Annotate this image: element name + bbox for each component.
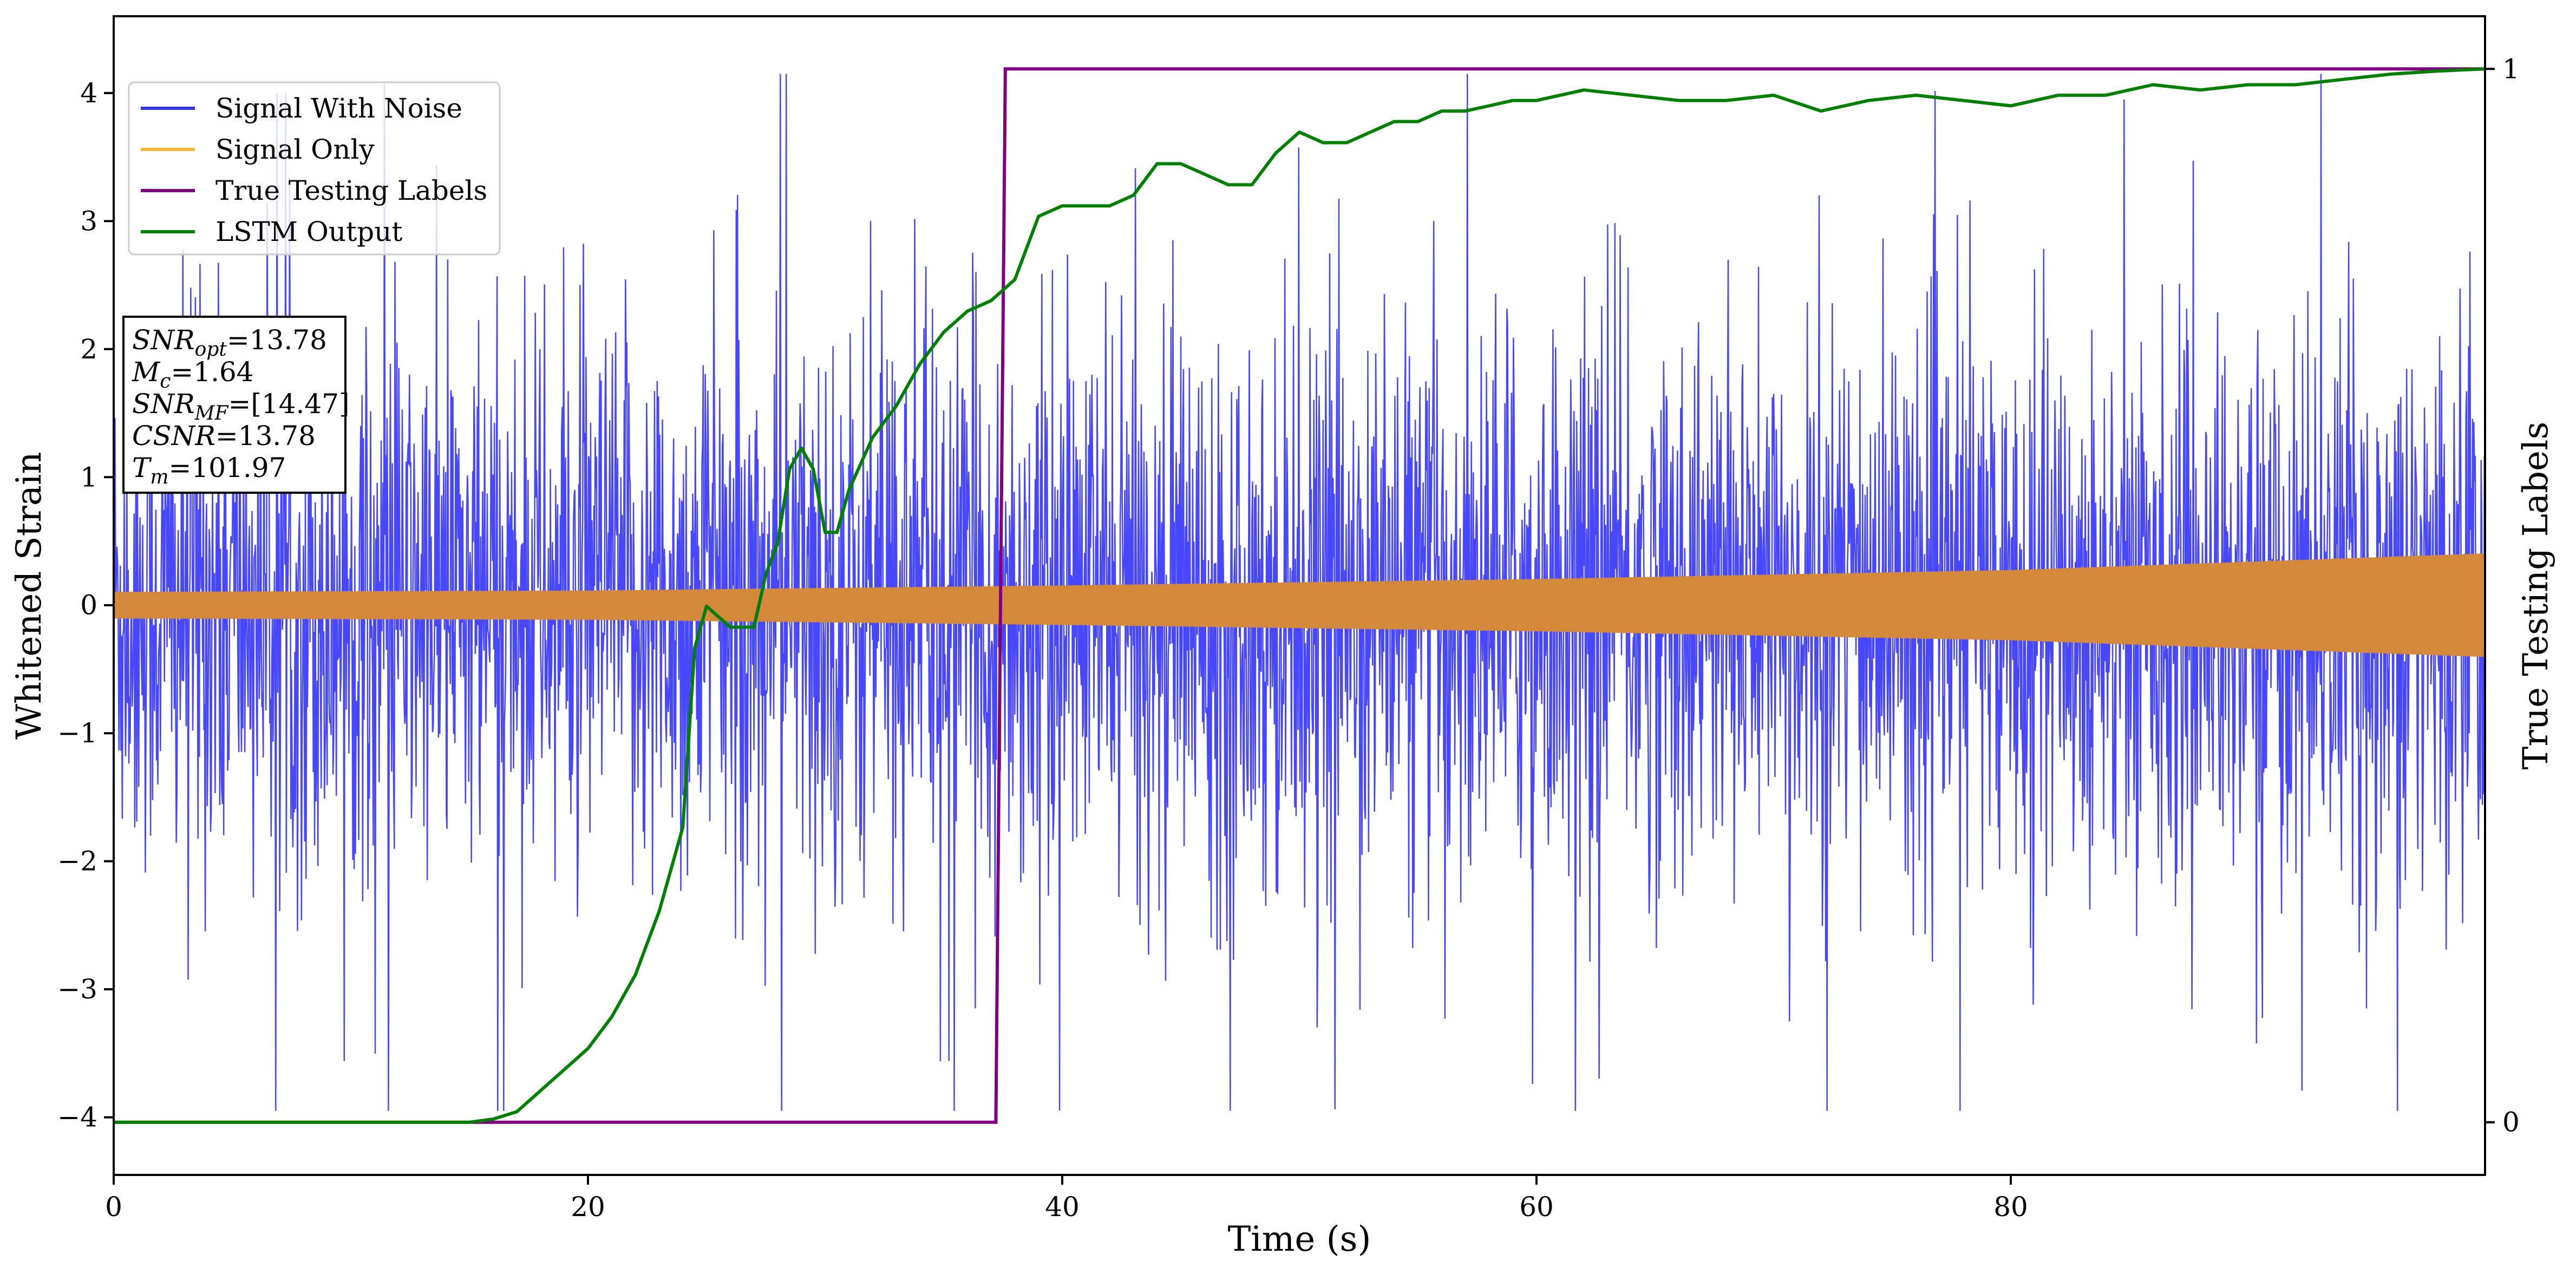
y-tick-label: −4 bbox=[57, 1102, 97, 1133]
legend-box bbox=[128, 81, 501, 256]
legend: Signal With Noise Signal Only True Testi… bbox=[128, 81, 501, 256]
legend-entry-true-testing-labels: True Testing Labels bbox=[141, 175, 487, 206]
info-var: SNR bbox=[132, 388, 195, 420]
x-tick-label: 60 bbox=[1519, 1191, 1554, 1223]
legend-label: Signal Only bbox=[215, 134, 375, 165]
info-subscript: c bbox=[160, 370, 171, 393]
info-var: SNR bbox=[132, 324, 195, 356]
info-lines: SNRopt=13.78Mc=1.64SNRMF=[14.47]CSNR=13.… bbox=[132, 324, 350, 488]
info-value: =13.78 bbox=[227, 324, 327, 356]
legend-label: True Testing Labels bbox=[215, 175, 487, 206]
x-axis-label: Time (s) bbox=[1228, 1219, 1371, 1259]
x-tick-label: 40 bbox=[1045, 1191, 1080, 1223]
info-subscript: MF bbox=[194, 402, 230, 424]
plot-clip-group bbox=[114, 67, 2485, 1124]
info-box-frame bbox=[122, 316, 346, 494]
y-tick-label: −2 bbox=[57, 846, 97, 877]
legend-label: Signal With Noise bbox=[215, 93, 462, 124]
legend-entry-signal-with-noise: Signal With Noise bbox=[141, 93, 462, 124]
info-subscript: m bbox=[150, 466, 168, 488]
series-true-testing-labels bbox=[114, 67, 2485, 1124]
info-line: SNRopt=13.78 bbox=[132, 324, 327, 361]
info-value: =13.78 bbox=[215, 420, 316, 452]
legend-entry-lstm-output: LSTM Output bbox=[141, 216, 402, 247]
legend-label: LSTM Output bbox=[215, 216, 402, 247]
info-subscript: opt bbox=[195, 338, 227, 361]
info-value: =101.97 bbox=[169, 452, 286, 484]
x-tick-label: 80 bbox=[1993, 1191, 2028, 1223]
y-tick-label: 0 bbox=[80, 590, 97, 621]
y-axis-label: Whitened Strain bbox=[9, 452, 49, 739]
y-tick-label: −1 bbox=[57, 717, 97, 749]
series-lstm-output bbox=[114, 67, 2485, 1124]
info-line: SNRMF=[14.47] bbox=[132, 388, 350, 424]
info-var: CSNR bbox=[132, 420, 215, 452]
y2-axis-label: True Testing Labels bbox=[2516, 422, 2556, 770]
legend-entry-signal-only: Signal Only bbox=[141, 134, 375, 165]
info-value: =1.64 bbox=[171, 356, 253, 388]
y-tick-label: 2 bbox=[80, 334, 97, 365]
info-value: =[14.47] bbox=[228, 388, 350, 420]
info-annotation-box: SNRopt=13.78Mc=1.64SNRMF=[14.47]CSNR=13.… bbox=[122, 316, 350, 494]
y-tick-label: −3 bbox=[57, 974, 97, 1005]
info-var: T bbox=[132, 452, 152, 484]
y-tick-label: 1 bbox=[80, 461, 97, 493]
info-var: M bbox=[132, 356, 161, 388]
axes-frame bbox=[113, 15, 2486, 1176]
plot-area bbox=[114, 67, 2485, 1124]
y2-tick-label: 0 bbox=[2502, 1107, 2520, 1138]
info-line: Tm=101.97 bbox=[132, 452, 286, 488]
series-signal-only bbox=[114, 553, 2485, 657]
x-tick-label: 20 bbox=[571, 1191, 605, 1223]
y2-tick-label: 1 bbox=[2502, 53, 2520, 84]
info-line: Mc=1.64 bbox=[132, 356, 254, 393]
y-tick-label: 4 bbox=[80, 77, 97, 109]
info-line: CSNR=13.78 bbox=[132, 420, 316, 452]
y-tick-label: 3 bbox=[80, 205, 97, 237]
x-tick-label: 0 bbox=[105, 1191, 122, 1223]
